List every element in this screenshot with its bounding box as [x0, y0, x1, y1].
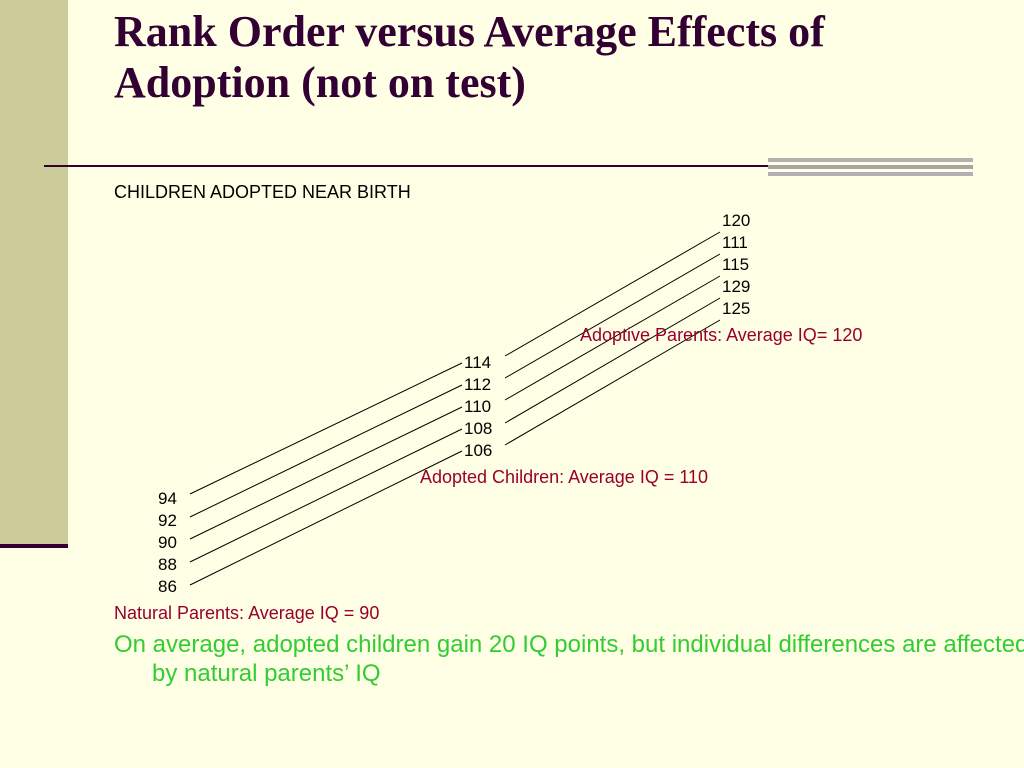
natural-parent-iq-1: 94 — [158, 489, 177, 508]
connector-line-5b — [504, 319, 721, 446]
natural-parent-iq-5: 86 — [158, 577, 177, 596]
adopted-child-iq-5: 106 — [464, 441, 493, 460]
adoptive-parent-iq-5: 125 — [722, 299, 751, 318]
connector-line-2a — [189, 384, 463, 518]
conclusion-text: On average, adopted children gain 20 IQ … — [114, 631, 1024, 687]
adopted-child-iq-1: 114 — [464, 353, 492, 372]
slide-subtitle: CHILDREN ADOPTED NEAR BIRTH — [114, 182, 411, 202]
connector-line-2b — [504, 253, 721, 379]
adopted-child-iq-3: 110 — [464, 397, 492, 416]
title-divider — [44, 165, 768, 167]
natural-parents-caption: Natural Parents: Average IQ = 90 — [114, 603, 380, 623]
connector-line-4b — [504, 297, 721, 424]
natural-parent-iq-3: 90 — [158, 533, 177, 552]
natural-parent-iq-2: 92 — [158, 511, 177, 530]
connector-line-4a — [189, 428, 463, 563]
adoptive-parent-iq-2: 111 — [722, 233, 748, 252]
adoptive-parent-iq-4: 129 — [722, 277, 751, 296]
connector-line-1b — [504, 231, 721, 357]
adopted-child-iq-2: 112 — [464, 375, 492, 394]
adopted-child-iq-4: 108 — [464, 419, 493, 438]
connector-line-3b — [504, 275, 721, 401]
adopted-children-caption: Adopted Children: Average IQ = 110 — [420, 467, 709, 487]
title-divider-accent — [768, 158, 973, 179]
connector-line-5a — [189, 450, 463, 586]
connector-line-1a — [189, 362, 463, 495]
natural-parent-iq-4: 88 — [158, 555, 177, 574]
connector-line-3a — [189, 406, 463, 540]
sidebar-accent-bar — [0, 544, 68, 548]
adoptive-parent-iq-3: 115 — [722, 255, 750, 274]
slide-title: Rank Order versus Average Effects of Ado… — [114, 7, 825, 107]
adoptive-parents-caption: Adoptive Parents: Average IQ= 120 — [580, 325, 863, 345]
adoptive-parent-iq-1: 120 — [722, 211, 751, 230]
sidebar-strip — [0, 0, 68, 546]
